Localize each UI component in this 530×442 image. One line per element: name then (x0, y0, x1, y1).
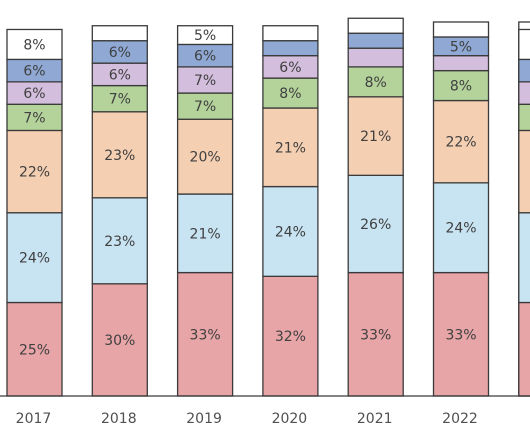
bar-segment-2019-s4 (176, 92, 234, 120)
bar-segment-2020-s6 (262, 40, 319, 57)
bar-segment-2022-s3 (432, 99, 490, 184)
bar-segment-2022-s5 (432, 55, 490, 72)
bar-segment-2018-s3 (91, 111, 148, 199)
data-label-2018-s1: 30% (104, 333, 135, 349)
data-label-2022-s1: 33% (445, 327, 476, 343)
data-label-2017-s2: 24% (19, 251, 50, 267)
segment-labels-layer: 25% 24% 22% 7% 6% 6% 8% 30% 23% 23% 7% 6% 6% 33% 21% 20… (19, 28, 477, 358)
bar-segment-2018-s2 (91, 197, 148, 285)
x-tick-label-2021: 2021 (357, 411, 393, 427)
x-tick-labels-layer: 2017201820192020202120222 (16, 411, 478, 427)
bar-segment-2023-s5 (518, 81, 530, 105)
data-label-2017-s1: 25% (19, 342, 50, 358)
bar-segment-2021-s1 (347, 271, 404, 397)
bar-segment-2020-s2 (262, 185, 319, 277)
bar-segment-2023-s1 (518, 301, 530, 397)
bar-segment-2019-s1 (176, 271, 234, 397)
bar-segment-2023-s6 (518, 58, 530, 83)
data-label-2022-s4: 8% (450, 79, 472, 95)
data-label-2017-s3: 22% (19, 165, 50, 181)
data-label-2022-s3: 22% (445, 135, 476, 151)
bar-segment-2021-s6 (347, 32, 404, 49)
bars-layer (6, 17, 530, 397)
data-label-2019-s2: 21% (190, 226, 221, 242)
data-label-2021-s3: 21% (360, 129, 391, 145)
data-label-2018-s2: 23% (104, 234, 135, 250)
bar-segment-2019-s2 (176, 193, 234, 274)
bar-segment-2021-s4 (347, 66, 404, 98)
data-label-2019-s3: 20% (190, 150, 221, 166)
bar-segment-2021-s7 (347, 17, 404, 34)
bar-segment-2017-s4 (6, 103, 63, 132)
data-label-2018-s5: 6% (109, 67, 131, 83)
data-label-2018-s6: 6% (109, 45, 131, 61)
data-label-2020-s2: 24% (275, 224, 306, 240)
bar-segment-2020-s3 (262, 107, 319, 188)
x-tick-label-2019: 2019 (186, 411, 222, 427)
data-label-2021-s1: 33% (360, 327, 391, 343)
bar-segment-2019-s7 (176, 25, 234, 46)
x-tick-label-2020: 2020 (272, 411, 308, 427)
data-label-2020-s3: 21% (275, 140, 306, 156)
bar-segment-2018-s1 (91, 283, 148, 397)
bar-segment-2021-s2 (347, 174, 404, 274)
bar-segment-2022-s4 (432, 69, 490, 102)
data-label-2021-s2: 26% (360, 217, 391, 233)
data-label-2018-s3: 23% (104, 148, 135, 164)
data-label-2021-s4: 8% (365, 75, 387, 91)
data-label-2017-s5: 6% (23, 86, 45, 102)
x-tick-label-2018: 2018 (101, 411, 137, 427)
bar-segment-2022-s7 (432, 21, 490, 38)
data-label-2019-s6: 6% (194, 49, 216, 65)
data-label-2020-s5: 6% (279, 60, 301, 76)
bar-segment-2020-s4 (262, 77, 319, 109)
bar-segment-2021-s3 (347, 96, 404, 176)
data-label-2017-s6: 6% (23, 64, 45, 80)
x-tick-label-2017: 2017 (16, 411, 52, 427)
data-label-2019-s1: 33% (190, 327, 221, 343)
bar-segment-2023-s3 (518, 129, 530, 214)
bar-segment-2018-s7 (91, 25, 148, 42)
data-label-2019-s5: 7% (194, 73, 216, 89)
bar-segment-2017-s2 (6, 212, 63, 304)
data-label-2017-s4: 7% (23, 110, 45, 126)
bar-segment-2023-s4 (518, 103, 530, 132)
bar-segment-2019-s3 (176, 118, 234, 195)
bar-segment-2019-s5 (176, 66, 234, 94)
bar-segment-2020-s7 (262, 25, 319, 42)
data-label-2022-s2: 24% (445, 221, 476, 237)
data-label-2020-s4: 8% (279, 86, 301, 102)
x-tick-label-2022: 2022 (442, 411, 478, 427)
bar-segment-2020-s1 (262, 275, 319, 397)
data-label-2017-s7: 8% (23, 37, 45, 53)
data-label-2019-s4: 7% (194, 99, 216, 115)
bar-segment-2017-s1 (6, 301, 63, 397)
data-label-2022-s6: 5% (450, 39, 472, 55)
bar-segment-2017-s7 (6, 28, 63, 61)
bar-segment-2021-s5 (347, 47, 404, 68)
data-label-2018-s4: 7% (109, 92, 131, 108)
data-label-2020-s1: 32% (275, 329, 306, 345)
bar-segment-2023-s7 (518, 28, 530, 61)
bar-segment-2023-s2 (518, 212, 530, 304)
data-label-2019-s7: 5% (194, 28, 216, 44)
